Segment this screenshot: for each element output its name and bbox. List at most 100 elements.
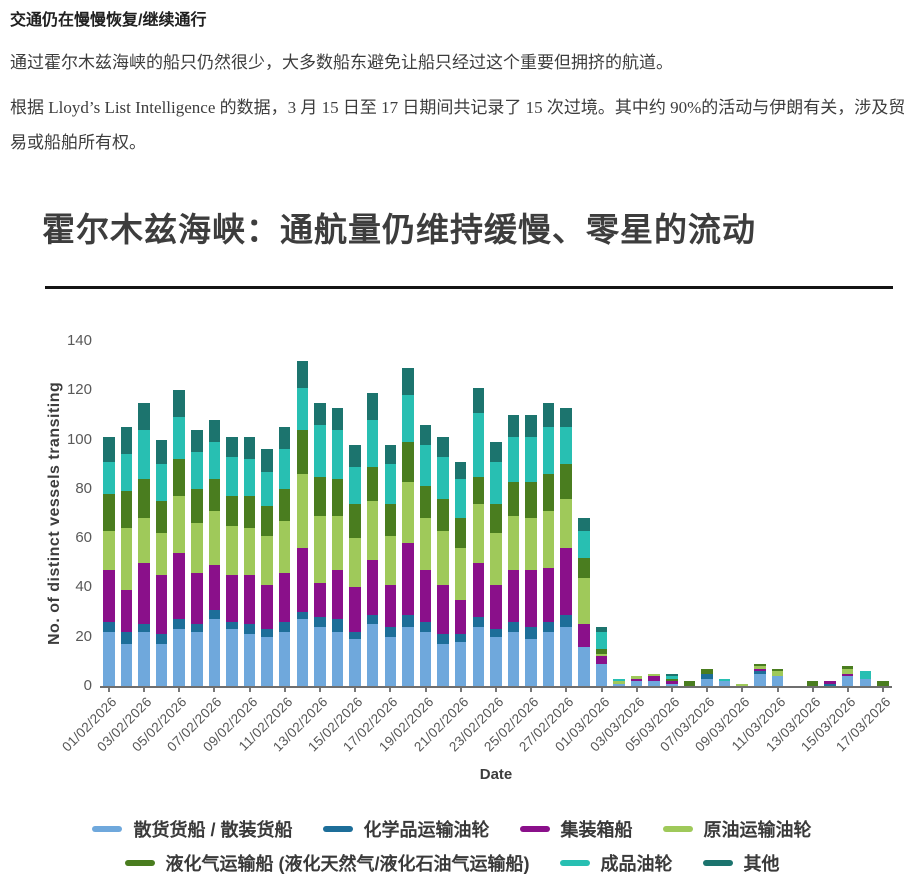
bar-column-20/02/2026 bbox=[434, 341, 452, 686]
y-tick-label-100: 100 bbox=[66, 430, 92, 448]
legend-swatch-icon bbox=[662, 826, 693, 832]
bar-segment bbox=[173, 459, 185, 497]
stacked-bar-01/02/2026 bbox=[103, 437, 115, 686]
stacked-bar-04/02/2026 bbox=[155, 439, 168, 686]
bar-segment bbox=[191, 451, 203, 489]
bar-segment bbox=[173, 619, 185, 630]
bar-segment bbox=[155, 575, 168, 635]
bar-segment bbox=[208, 442, 221, 480]
bar-segment bbox=[278, 572, 291, 622]
bar-segment bbox=[578, 518, 590, 531]
bar-segment bbox=[419, 570, 432, 622]
bar-segment bbox=[718, 678, 731, 682]
legend-item: 液化气运输船 (液化天然气/液化石油气运输船) bbox=[124, 850, 530, 876]
bar-segment bbox=[613, 678, 625, 682]
bar-segment bbox=[208, 479, 221, 512]
stacked-bar-19/02/2026 bbox=[419, 424, 432, 686]
x-tick-mark bbox=[319, 688, 321, 692]
bar-segment bbox=[454, 599, 467, 635]
bar-segment bbox=[525, 414, 537, 438]
bar-segment bbox=[507, 621, 520, 632]
legend-swatch-icon bbox=[124, 860, 155, 866]
stacked-bar-09/03/2026 bbox=[736, 683, 748, 686]
bar-segment bbox=[402, 442, 414, 482]
bar-segment bbox=[472, 626, 485, 686]
bar-segment bbox=[331, 479, 344, 516]
bar-segment bbox=[490, 442, 502, 462]
bar-segment bbox=[666, 681, 678, 684]
bar-column-10/03/2026 bbox=[751, 341, 769, 686]
bar-column-27/02/2026 bbox=[557, 341, 575, 686]
bar-segment bbox=[138, 562, 150, 625]
bar-segment bbox=[155, 644, 168, 686]
bar-segment bbox=[243, 634, 256, 686]
bar-segment bbox=[243, 575, 256, 625]
bar-segment bbox=[208, 419, 221, 443]
bar-segment bbox=[296, 474, 309, 549]
stacked-bar-21/02/2026 bbox=[454, 461, 467, 686]
bar-segment bbox=[261, 471, 273, 507]
bar-segment bbox=[595, 663, 608, 686]
bar-segment bbox=[437, 437, 449, 457]
bar-segment bbox=[560, 427, 572, 465]
bar-segment bbox=[419, 424, 432, 445]
stacked-bar-26/02/2026 bbox=[542, 402, 555, 686]
bar-segment bbox=[349, 444, 361, 467]
legend-item: 原油运输油轮 bbox=[662, 816, 812, 842]
bar-segment bbox=[261, 535, 273, 585]
bar-segment bbox=[419, 486, 432, 519]
bar-segment bbox=[507, 631, 520, 686]
bar-segment bbox=[314, 515, 326, 583]
bar-segment bbox=[366, 392, 379, 420]
bar-segment bbox=[472, 617, 485, 627]
bar-segment bbox=[331, 516, 344, 571]
x-tick-mark bbox=[565, 688, 568, 692]
bar-segment bbox=[191, 523, 203, 573]
bar-segment bbox=[314, 582, 326, 618]
bar-segment bbox=[630, 681, 643, 686]
bar-segment bbox=[173, 417, 185, 460]
bar-segment bbox=[103, 570, 115, 622]
bar-column-19/02/2026 bbox=[417, 341, 435, 686]
stacked-bar-13/03/2026 bbox=[806, 681, 819, 686]
bar-segment bbox=[560, 626, 572, 686]
bar-segment bbox=[296, 612, 309, 620]
bar-segment bbox=[296, 548, 309, 613]
stacked-bar-11/03/2026 bbox=[771, 668, 784, 686]
stacked-bar-12/02/2026 bbox=[296, 360, 309, 686]
stacked-bar-06/02/2026 bbox=[191, 429, 203, 686]
bar-column-06/02/2026 bbox=[188, 341, 206, 686]
bar-segment bbox=[701, 673, 713, 679]
bar-segment bbox=[261, 629, 273, 637]
bar-segment bbox=[331, 619, 344, 632]
bar-segment bbox=[243, 459, 256, 497]
bar-segment bbox=[173, 390, 185, 418]
stacked-bar-16/03/2026 bbox=[859, 671, 872, 686]
bar-segment bbox=[525, 639, 537, 686]
stacked-bar-03/03/2026 bbox=[630, 676, 643, 686]
bar-segment bbox=[314, 402, 326, 425]
bar-segment bbox=[349, 503, 361, 539]
bar-segment bbox=[701, 668, 713, 674]
bar-segment bbox=[366, 466, 379, 502]
bar-segment bbox=[314, 626, 326, 686]
bar-segment bbox=[595, 656, 608, 664]
bar-segment bbox=[824, 681, 836, 684]
bar-column-13/03/2026 bbox=[804, 341, 822, 686]
bar-segment bbox=[437, 456, 449, 499]
chart-legend-row-2: 液化气运输船 (液化天然气/液化石油气运输船) 成品油轮 其他 bbox=[0, 850, 904, 876]
bar-segment bbox=[384, 503, 397, 536]
bar-segment bbox=[525, 626, 537, 640]
bar-segment bbox=[578, 530, 590, 558]
legend-label: 化学品运输油轮 bbox=[363, 820, 490, 840]
bar-segment bbox=[542, 427, 555, 475]
bar-segment bbox=[155, 439, 168, 465]
bar-column-14/03/2026 bbox=[821, 341, 839, 686]
stacked-bar-14/02/2026 bbox=[331, 407, 344, 686]
bar-segment bbox=[226, 456, 238, 497]
stacked-bar-16/02/2026 bbox=[366, 392, 379, 686]
bar-column-07/02/2026 bbox=[206, 341, 224, 686]
x-tick-mark bbox=[424, 688, 427, 692]
bar-segment bbox=[191, 572, 203, 625]
bar-column-14/02/2026 bbox=[329, 341, 347, 686]
